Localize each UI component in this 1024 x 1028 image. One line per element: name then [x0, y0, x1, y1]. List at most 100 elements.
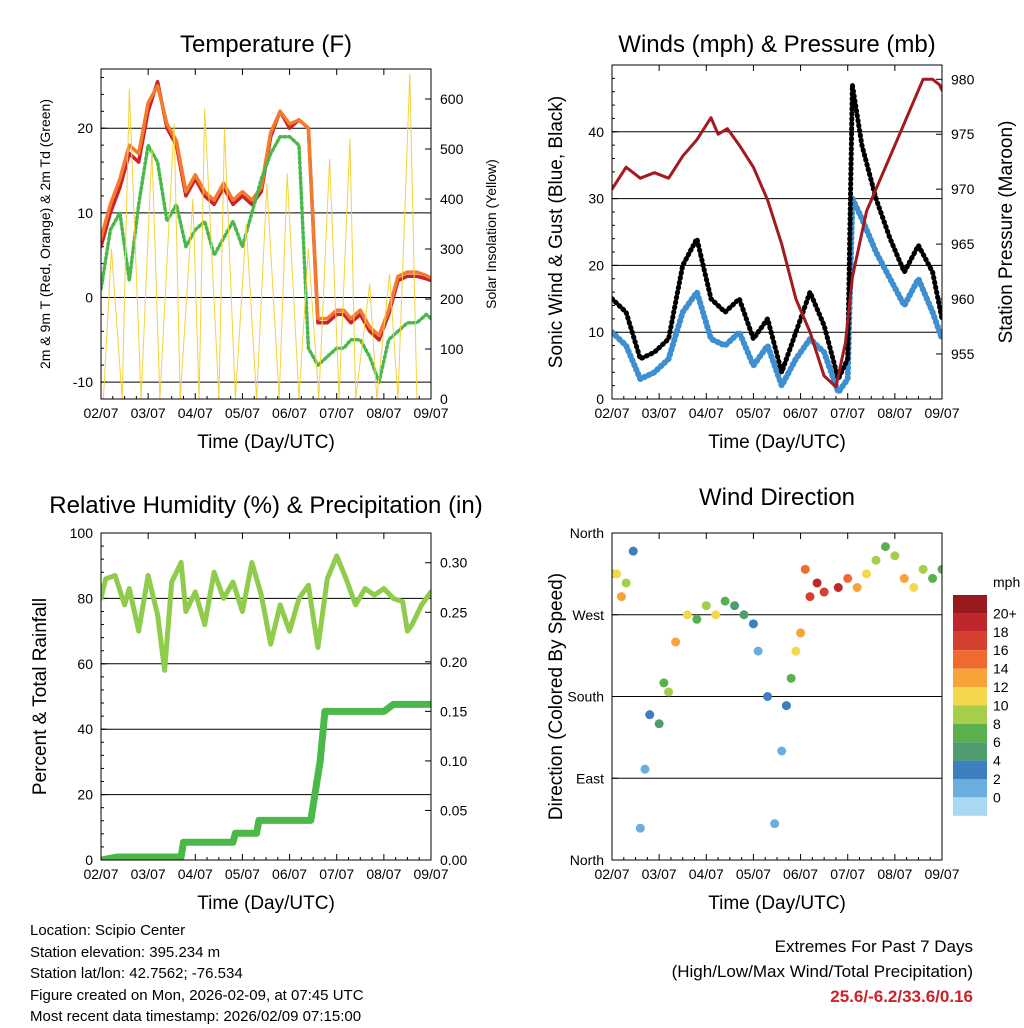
location-text: Location: Scipio Center: [30, 922, 186, 939]
series-line-total-rainfall: [101, 700, 431, 860]
x-tick-label: 02/07: [83, 866, 118, 882]
y-tick-label: 60: [77, 656, 93, 672]
direction-point: [720, 596, 730, 606]
y-right-tick-label: 500: [440, 141, 464, 157]
x-tick-label: 04/07: [689, 866, 724, 882]
direction-point: [918, 564, 928, 574]
plot-area: [101, 73, 431, 399]
direction-point: [659, 678, 669, 688]
y-right-tick-label: 0.20: [440, 654, 467, 670]
colorbar-label: 18: [993, 624, 1009, 640]
extremes-title: Extremes For Past 7 Days: [774, 937, 973, 956]
x-tick-label: 08/07: [877, 866, 912, 882]
y-right-tick-label: 980: [951, 71, 975, 87]
colorbar-label: 14: [993, 661, 1009, 677]
direction-point: [786, 673, 796, 683]
y-right-tick-label: 0.00: [440, 852, 467, 868]
panel-title: Wind Direction: [699, 484, 855, 511]
x-tick-label: 08/07: [877, 405, 912, 421]
direction-point: [880, 542, 890, 552]
series-line-wind: [612, 195, 942, 396]
y-tick-label: -10: [73, 374, 93, 390]
plot-frame: [100, 532, 432, 861]
colorbar-swatch: [953, 613, 987, 632]
x-tick-label: 06/07: [272, 866, 307, 882]
direction-point: [812, 578, 822, 588]
colorbar-swatch: [953, 631, 987, 651]
direction-point: [819, 587, 829, 597]
plot-frame: [611, 532, 943, 861]
direction-point: [852, 583, 862, 592]
direction-point: [701, 601, 711, 611]
y-right-tick-label: 100: [440, 341, 464, 357]
y-axis-label: Percent & Total Rainfall: [30, 598, 51, 795]
colorbar-label: 4: [993, 753, 1001, 769]
x-tick-label: 07/07: [830, 866, 865, 882]
y-tick-label: South: [567, 689, 604, 705]
direction-point: [833, 583, 843, 592]
direction-point: [682, 610, 692, 620]
direction-point: [781, 701, 791, 711]
colorbar-swatch: [953, 723, 987, 743]
plot-area: [612, 542, 942, 833]
series-line-2m-td: [101, 134, 431, 384]
x-tick-label: 03/07: [131, 866, 166, 882]
x-tick-label: 07/07: [830, 405, 865, 421]
colorbar-label: 20+: [993, 605, 1017, 621]
colorbar-swatch: [953, 668, 987, 687]
x-axis-label: Time (Day/UTC): [708, 432, 846, 453]
x-tick-label: 02/07: [594, 866, 629, 882]
series-line-station-pressure: [612, 77, 942, 389]
direction-point: [791, 646, 801, 656]
extremes-values: 25.6/-6.2/33.6/0.16: [830, 987, 973, 1006]
series-line-gust: [612, 82, 942, 382]
direction-point: [654, 719, 664, 729]
direction-point: [645, 710, 655, 720]
direction-point: [777, 746, 787, 756]
plot-area: [612, 77, 942, 396]
elevation-text: Station elevation: 395.234 m: [30, 943, 221, 961]
direction-point: [843, 573, 853, 583]
x-axis-label: Time (Day/UTC): [197, 893, 335, 914]
plot-frame: [100, 68, 432, 400]
direction-point: [739, 610, 749, 620]
y-tick-label: North: [570, 525, 604, 541]
colorbar-label: 8: [993, 716, 1001, 732]
colorbar-swatch: [953, 595, 987, 614]
y-right-tick-label: 0.05: [440, 802, 467, 818]
direction-point: [899, 573, 909, 583]
x-tick-label: 09/07: [413, 866, 448, 882]
series-line-solar-insolation: [102, 73, 430, 399]
y-right-tick-label: 0.30: [440, 555, 467, 571]
direction-point: [635, 823, 645, 833]
station-info: Location: Scipio Center Station elevatio…: [30, 920, 364, 1028]
y-right-tick-label: 0: [440, 391, 448, 407]
series-line-9m-t: [101, 84, 431, 338]
x-tick-label: 09/07: [924, 405, 959, 421]
colorbar-label: 16: [993, 642, 1009, 658]
direction-point: [805, 592, 815, 602]
y-right-tick-label: 0.10: [440, 753, 467, 769]
plot-area: [101, 553, 431, 860]
y-tick-label: East: [576, 770, 604, 786]
y-axis-label: Sonic Wind & Gust (Blue, Black): [546, 96, 567, 368]
y-tick-label: 80: [77, 590, 93, 606]
direction-point: [928, 573, 938, 583]
y-right-tick-label: 965: [951, 236, 975, 252]
direction-point: [671, 637, 681, 647]
x-tick-label: 02/07: [594, 405, 629, 421]
x-tick-label: 07/07: [319, 405, 354, 421]
colorbar-swatch: [953, 687, 987, 706]
y-right-axis-label: Station Pressure (Maroon): [996, 121, 1017, 344]
x-tick-label: 03/07: [642, 866, 677, 882]
colorbar-label: 6: [993, 734, 1001, 750]
direction-point: [796, 628, 806, 638]
y-right-tick-label: 960: [951, 291, 975, 307]
latlon-text: Station lat/lon: 42.7562; -76.534: [30, 965, 243, 982]
direction-point: [621, 578, 631, 588]
colorbar-swatch: [953, 779, 987, 798]
series-line-relative-humidity: [101, 553, 431, 673]
direction-point: [909, 583, 919, 592]
colorbar-title: mph: [993, 574, 1020, 590]
